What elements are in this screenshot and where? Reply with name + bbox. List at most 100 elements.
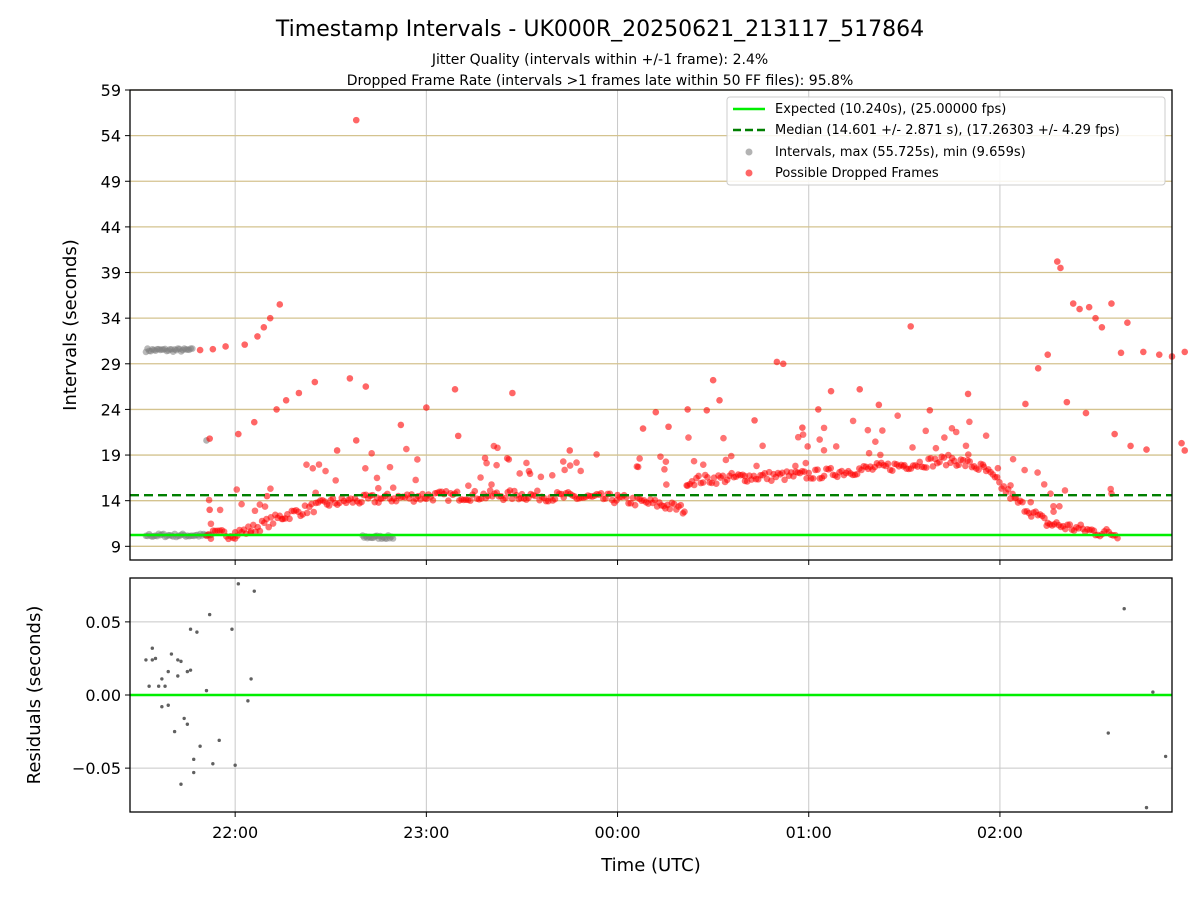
dropped-frame-point [952,428,960,436]
dropped-frame-point [753,462,760,470]
dropped-frame-point [832,443,840,450]
dropped-frame-point [652,408,660,416]
residual-point [1106,731,1110,735]
dropped-frame-point [1178,439,1185,447]
dropped-frame-point [768,477,775,484]
dropped-frame-point [266,314,274,322]
dropped-frame-point [241,341,249,348]
dropped-frame-point [1082,409,1090,417]
dropped-frame-point [948,424,956,432]
residual-point [144,658,148,662]
dropped-frame-point [523,459,530,467]
dropped-frame-point [481,454,489,462]
intervals-y-tick-label: 19 [101,446,121,465]
residuals-panel: 0.050.00−0.05 22:00 23:00 00:00 01:00 02:00 … [24,577,1173,876]
dropped-frame-point [932,444,940,452]
intervals-y-tick-label: 44 [101,218,121,237]
dropped-frame-point [962,462,969,470]
intervals-y-tick-label: 34 [101,309,121,328]
residual-point [156,684,161,688]
dropped-frame-point [805,469,813,477]
dropped-frame-point [392,497,400,505]
dropped-frame-point [207,535,215,543]
dropped-frame-point [1140,348,1147,356]
residual-point [147,684,151,688]
dropped-frame-point [727,452,735,460]
dropped-frame-point [962,442,970,450]
dropped-frame-point [332,477,339,484]
dropped-frame-point [966,418,973,426]
dropped-frame-point [1076,305,1083,313]
dropped-frame-point [477,474,484,481]
dropped-frame-point [1143,446,1150,453]
x-tick-label: 22:00 [212,823,258,842]
dropped-frame-point [256,501,264,508]
dropped-frame-point [465,482,472,489]
dropped-frame-point [260,323,268,331]
dropped-frame-point [362,383,370,390]
dropped-frame-point [454,432,462,440]
dropped-frame-point [677,501,685,509]
dropped-frame-point [875,401,883,409]
dropped-frame-point [205,496,213,504]
dropped-frame-point [872,438,879,446]
legend-expected-label: Expected (10.240s), (25.00000 fps) [775,102,1006,117]
dropped-frame-point [1127,442,1134,450]
x-tick-label: 01:00 [786,823,832,842]
dropped-frame-point [310,508,318,516]
dropped-frame-point [209,345,217,353]
dropped-frame-point [451,386,459,393]
dropped-frame-point [966,458,974,465]
dropped-frame-point [799,431,807,438]
dropped-frame-point [849,417,857,425]
dropped-frame-point [719,472,727,480]
dropped-frame-point [720,434,727,442]
dropped-frame-point [663,481,670,488]
dropped-frame-point [267,485,274,492]
dropped-frame-point [936,458,943,466]
dropped-frame-point [453,488,461,496]
intervals-y-ticks: 59 54 49 44 39 34 29 24 19 14 9 [101,81,130,556]
dropped-frame-point [864,426,872,434]
dropped-frame-point [222,343,229,350]
residual-point [179,659,183,664]
dropped-frame-point [889,467,896,475]
legend-median-label: Median (14.601 +/- 2.871 s), (17.26303 +… [775,123,1120,138]
intervals-data [130,116,1189,543]
dropped-frame-point [254,333,261,340]
dropped-frame-point [445,497,452,504]
dropped-frame-point [389,484,397,492]
dropped-frame-point [907,323,915,330]
dropped-frame-point [1053,258,1061,265]
residuals-y-tick-label: −0.05 [72,759,121,778]
chart-title: Timestamp Intervals - UK000R_20250621_21… [275,17,924,42]
dropped-frame-point [1117,349,1125,357]
dropped-frame-point [751,417,758,424]
dropped-frame-point [684,406,691,413]
dropped-frame-point [346,375,354,382]
dropped-frame-point [685,434,692,441]
intervals-axes-frame [129,89,1173,561]
dropped-frame-point [657,453,664,460]
dropped-frame-point [322,467,329,475]
chart-subtitle-dropped: Dropped Frame Rate (intervals >1 frames … [347,73,854,89]
dropped-frame-point [358,498,365,506]
dropped-frame-point [1066,521,1074,528]
legend-intervals-marker [745,148,753,156]
dropped-frame-point [577,467,584,475]
dropped-frame-point [373,474,381,482]
dropped-frame-point [333,447,341,454]
residuals-y-ticks: 0.05 0.00 −0.05 [72,613,130,778]
dropped-frame-point [1124,319,1131,327]
dropped-frame-point [799,424,806,431]
dropped-frame-point [559,458,567,465]
residual-point [160,705,164,709]
dropped-frame-point [1056,502,1063,510]
dropped-frame-point [922,427,930,435]
residual-point [188,627,193,631]
dropped-frame-point [1092,314,1099,322]
intervals-y-tick-label: 59 [101,81,121,100]
dropped-frame-point [703,407,711,414]
intervals-y-axis-label: Intervals (seconds) [60,239,81,411]
dropped-frame-point [566,462,574,469]
